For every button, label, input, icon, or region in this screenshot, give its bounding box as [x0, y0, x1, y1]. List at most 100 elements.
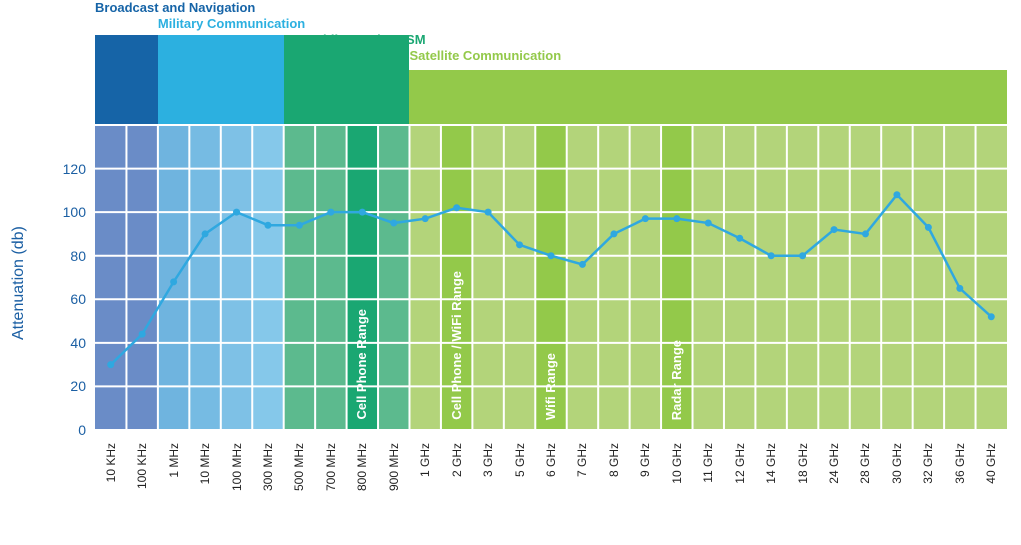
- column-header: [378, 35, 409, 125]
- column-header: [252, 35, 283, 125]
- column-body: [95, 125, 126, 430]
- column-header: [693, 70, 724, 125]
- y-tick: 40: [70, 335, 86, 351]
- x-tick-label: 7 GHz: [575, 443, 589, 477]
- x-tick-label: 2 GHz: [450, 443, 464, 477]
- column-header: [850, 70, 881, 125]
- chart-column: [598, 70, 629, 430]
- chart-column: [95, 70, 126, 430]
- column-header: [504, 70, 535, 125]
- chart-column: Cell Phone Range: [347, 70, 378, 430]
- x-tick-label: 40 GHz: [984, 443, 998, 484]
- chart-column: [567, 70, 598, 430]
- column-body: [158, 125, 189, 430]
- x-tick-label: 10 KHz: [104, 443, 118, 482]
- x-tick-label: 800 MHz: [355, 443, 369, 491]
- column-body: [913, 125, 944, 430]
- chart-column: [818, 70, 849, 430]
- column-body: [126, 125, 157, 430]
- column-header: [630, 70, 661, 125]
- chart-column: [472, 70, 503, 430]
- column-header: [347, 35, 378, 125]
- column-header: [724, 70, 755, 125]
- column-header: [535, 70, 566, 125]
- column-header: [661, 70, 692, 125]
- x-tick-label: 11 GHz: [701, 443, 715, 483]
- column-range-label: Cell Phone Range: [354, 309, 369, 420]
- column-body: [693, 125, 724, 430]
- x-tick-label: 10 MHz: [198, 443, 212, 484]
- column-body: [567, 125, 598, 430]
- column-body: [881, 125, 912, 430]
- x-tick-label: 9 GHz: [638, 443, 652, 477]
- x-tick-label: 10 GHz: [670, 443, 684, 484]
- chart-column: [724, 70, 755, 430]
- column-header: [126, 35, 157, 125]
- column-header: [158, 35, 189, 125]
- column-body: [787, 125, 818, 430]
- band-label: Satellite Communication: [409, 48, 561, 63]
- x-tick-label: 18 GHz: [796, 443, 810, 484]
- column-header: [881, 70, 912, 125]
- column-header: [818, 70, 849, 125]
- column-body: [315, 125, 346, 430]
- x-tick-label: 24 GHz: [827, 443, 841, 484]
- x-tick-label: 1 MHz: [167, 443, 181, 478]
- column-body: [976, 125, 1007, 430]
- column-body: [755, 125, 786, 430]
- x-tick-label: 8 GHz: [607, 443, 621, 477]
- column-body: [944, 125, 975, 430]
- chart-column: [158, 70, 189, 430]
- chart-column: [284, 70, 315, 430]
- y-tick: 120: [63, 161, 86, 177]
- x-axis-labels: 10 KHz100 KHz1 MHz10 MHz100 MHz300 MHz50…: [95, 435, 1007, 545]
- x-tick-label: 6 GHz: [544, 443, 558, 477]
- column-header: [315, 35, 346, 125]
- attenuation-chart: Attenuation (db) 020406080100120 Broadca…: [0, 0, 1021, 513]
- chart-column: Cell Phone / WiFi Range: [441, 70, 472, 430]
- chart-column: [409, 70, 440, 430]
- column-body: [630, 125, 661, 430]
- y-tick: 0: [78, 422, 86, 438]
- column-range-label: Wifi Range: [543, 353, 558, 420]
- y-axis-label: Attenuation (db): [10, 226, 28, 340]
- x-tick-label: 28 GHz: [858, 443, 872, 484]
- chart-column: [504, 70, 535, 430]
- x-tick-label: 300 MHz: [261, 443, 275, 491]
- column-header: [221, 35, 252, 125]
- column-body: [409, 125, 440, 430]
- band-label: Broadcast and Navigation: [95, 0, 255, 15]
- column-header: [409, 70, 440, 125]
- column-body: [472, 125, 503, 430]
- column-range-label: Cell Phone / WiFi Range: [449, 271, 464, 420]
- y-tick: 80: [70, 248, 86, 264]
- column-body: [378, 125, 409, 430]
- x-tick-label: 30 GHz: [890, 443, 904, 484]
- chart-column: [881, 70, 912, 430]
- x-tick-label: 32 GHz: [921, 443, 935, 484]
- y-tick: 100: [63, 204, 86, 220]
- column-body: [598, 125, 629, 430]
- x-tick-label: 100 KHz: [135, 443, 149, 489]
- x-tick-label: 700 MHz: [324, 443, 338, 491]
- column-body: [850, 125, 881, 430]
- x-tick-label: 900 MHz: [387, 443, 401, 491]
- column-header: [441, 70, 472, 125]
- chart-column: Radar Range: [661, 70, 692, 430]
- chart-column: [787, 70, 818, 430]
- column-header: [944, 70, 975, 125]
- x-tick-label: 5 GHz: [513, 443, 527, 477]
- chart-column: [189, 70, 220, 430]
- chart-column: Wifi Range: [535, 70, 566, 430]
- y-tick: 60: [70, 291, 86, 307]
- column-header: [787, 70, 818, 125]
- x-tick-label: 1 GHz: [418, 443, 432, 477]
- column-body: [189, 125, 220, 430]
- column-body: [221, 125, 252, 430]
- chart-column: [252, 70, 283, 430]
- plot-area: Radar Range Wifi Range Cell Phone / WiFi R…: [95, 70, 1007, 430]
- chart-column: [976, 70, 1007, 430]
- x-tick-label: 500 MHz: [292, 443, 306, 491]
- x-tick-label: 36 GHz: [953, 443, 967, 484]
- column-body: [504, 125, 535, 430]
